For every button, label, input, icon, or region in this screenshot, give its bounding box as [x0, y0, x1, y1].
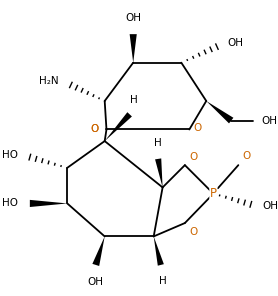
Text: H: H — [130, 95, 138, 105]
Text: O: O — [90, 125, 98, 134]
Polygon shape — [155, 158, 163, 187]
Polygon shape — [130, 34, 137, 63]
Text: OH: OH — [262, 115, 277, 126]
Polygon shape — [206, 101, 234, 123]
Text: OH: OH — [88, 277, 104, 287]
Polygon shape — [92, 237, 105, 266]
Text: O: O — [90, 125, 98, 134]
Text: P: P — [210, 187, 217, 200]
Text: O: O — [189, 227, 198, 237]
Text: HO: HO — [2, 150, 18, 160]
Text: OH: OH — [125, 13, 141, 23]
Polygon shape — [154, 237, 164, 266]
Text: O: O — [194, 123, 202, 133]
Text: H₂N: H₂N — [39, 76, 58, 86]
Text: O: O — [243, 151, 251, 161]
Text: HO: HO — [2, 198, 18, 208]
Polygon shape — [105, 112, 132, 141]
Text: OH: OH — [262, 201, 278, 211]
Text: O: O — [189, 152, 198, 162]
Polygon shape — [30, 200, 67, 207]
Text: H: H — [159, 276, 167, 286]
Text: H: H — [154, 138, 162, 148]
Text: OH: OH — [228, 38, 244, 48]
